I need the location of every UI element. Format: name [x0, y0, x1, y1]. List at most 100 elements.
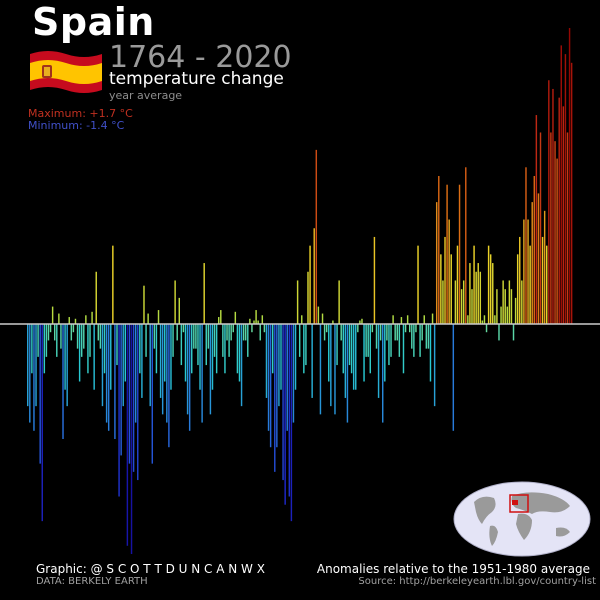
bar-1814	[130, 324, 133, 554]
bar-1959	[431, 313, 434, 324]
page-title: Spain	[32, 0, 155, 44]
bar-1858	[222, 324, 224, 357]
bar-1808	[118, 324, 120, 497]
bar-1897	[303, 324, 305, 374]
bar-1820	[143, 285, 145, 324]
bar-1778	[56, 324, 58, 357]
bar-1948	[408, 324, 411, 333]
bar-1824	[151, 324, 154, 464]
bar-1998	[512, 324, 515, 341]
bar-1865	[236, 324, 239, 374]
bar-1831	[166, 324, 168, 423]
bar-1966	[446, 184, 448, 324]
bar-1776	[51, 306, 54, 324]
bar-2026	[570, 62, 573, 324]
bar-1789	[78, 324, 81, 382]
bar-1767	[33, 324, 35, 431]
bar-1802	[105, 324, 108, 423]
bar-1807	[116, 324, 118, 366]
bar-1931	[373, 236, 376, 324]
bar-1954	[421, 324, 423, 341]
bar-1850	[205, 324, 207, 366]
bar-2000	[516, 254, 519, 324]
bar-2003	[523, 219, 525, 324]
bar-1939	[390, 324, 392, 357]
bar-1917	[344, 324, 347, 398]
bar-1912	[334, 324, 336, 415]
bar-2004	[525, 167, 527, 324]
bar-1983	[481, 320, 484, 324]
bar-1868	[242, 324, 245, 341]
bar-1852	[209, 324, 212, 415]
bar-2009	[535, 115, 538, 324]
bar-1801	[103, 324, 106, 374]
bar-1974	[462, 280, 465, 324]
bar-1840	[184, 324, 187, 382]
bar-1958	[429, 324, 432, 382]
bar-1798	[97, 324, 100, 341]
bar-1963	[440, 254, 442, 324]
bar-1887	[282, 324, 284, 481]
bar-1928	[367, 324, 369, 357]
bar-1899	[307, 271, 309, 324]
bar-1907	[323, 324, 326, 341]
bar-1980	[475, 271, 477, 324]
bar-1898	[305, 324, 307, 366]
bar-1846	[197, 324, 199, 366]
bar-1861	[228, 324, 230, 357]
bar-1936	[384, 324, 386, 382]
bar-1901	[311, 324, 313, 398]
data-credit: DATA: BERKELY EARTH	[36, 576, 148, 587]
bar-1853	[211, 324, 214, 390]
bar-1940	[392, 315, 394, 324]
bar-1847	[199, 324, 201, 390]
bar-1835	[174, 280, 176, 324]
bar-1841	[186, 324, 189, 415]
bar-1838	[180, 324, 183, 366]
bar-1991	[498, 324, 500, 341]
bar-1935	[382, 324, 384, 423]
bars-group	[27, 28, 573, 554]
bar-1829	[161, 324, 164, 415]
bar-2012	[541, 236, 544, 324]
bar-1876	[259, 324, 261, 341]
bar-1787	[74, 318, 77, 324]
bar-1827	[157, 310, 160, 324]
bar-1862	[230, 324, 232, 341]
bar-1993	[502, 280, 504, 324]
bar-1803	[107, 324, 110, 431]
bar-1944	[400, 317, 403, 324]
bar-1842	[188, 324, 191, 431]
bar-1919	[348, 324, 351, 366]
bar-1782	[64, 324, 66, 390]
bar-1895	[298, 324, 301, 357]
bar-1823	[149, 324, 151, 407]
bar-2001	[519, 236, 521, 324]
bar-1832	[168, 324, 170, 448]
bar-2010	[537, 193, 540, 324]
bar-1779	[58, 313, 60, 324]
bar-1949	[411, 324, 413, 349]
bar-1819	[141, 324, 143, 398]
bar-1826	[155, 324, 158, 374]
world-locator-map-icon	[453, 481, 591, 557]
chart-subtitle: temperature change	[109, 69, 284, 89]
bar-1828	[159, 324, 162, 398]
bar-1879	[265, 324, 268, 398]
bar-1968	[450, 254, 452, 324]
bar-2021	[560, 45, 562, 324]
bar-1972	[458, 184, 461, 324]
bar-1908	[325, 324, 328, 333]
anomaly-note: Anomalies relative to the 1951-1980 aver…	[316, 562, 590, 576]
bar-1882	[271, 324, 274, 374]
bar-2016	[550, 132, 552, 324]
bar-1988	[492, 263, 494, 324]
bar-2005	[527, 219, 529, 324]
bar-1790	[80, 324, 83, 357]
bar-1839	[182, 324, 185, 333]
bar-1830	[164, 324, 166, 382]
bar-1769	[37, 324, 39, 357]
bar-1878	[263, 324, 266, 333]
bar-1794	[89, 324, 91, 357]
